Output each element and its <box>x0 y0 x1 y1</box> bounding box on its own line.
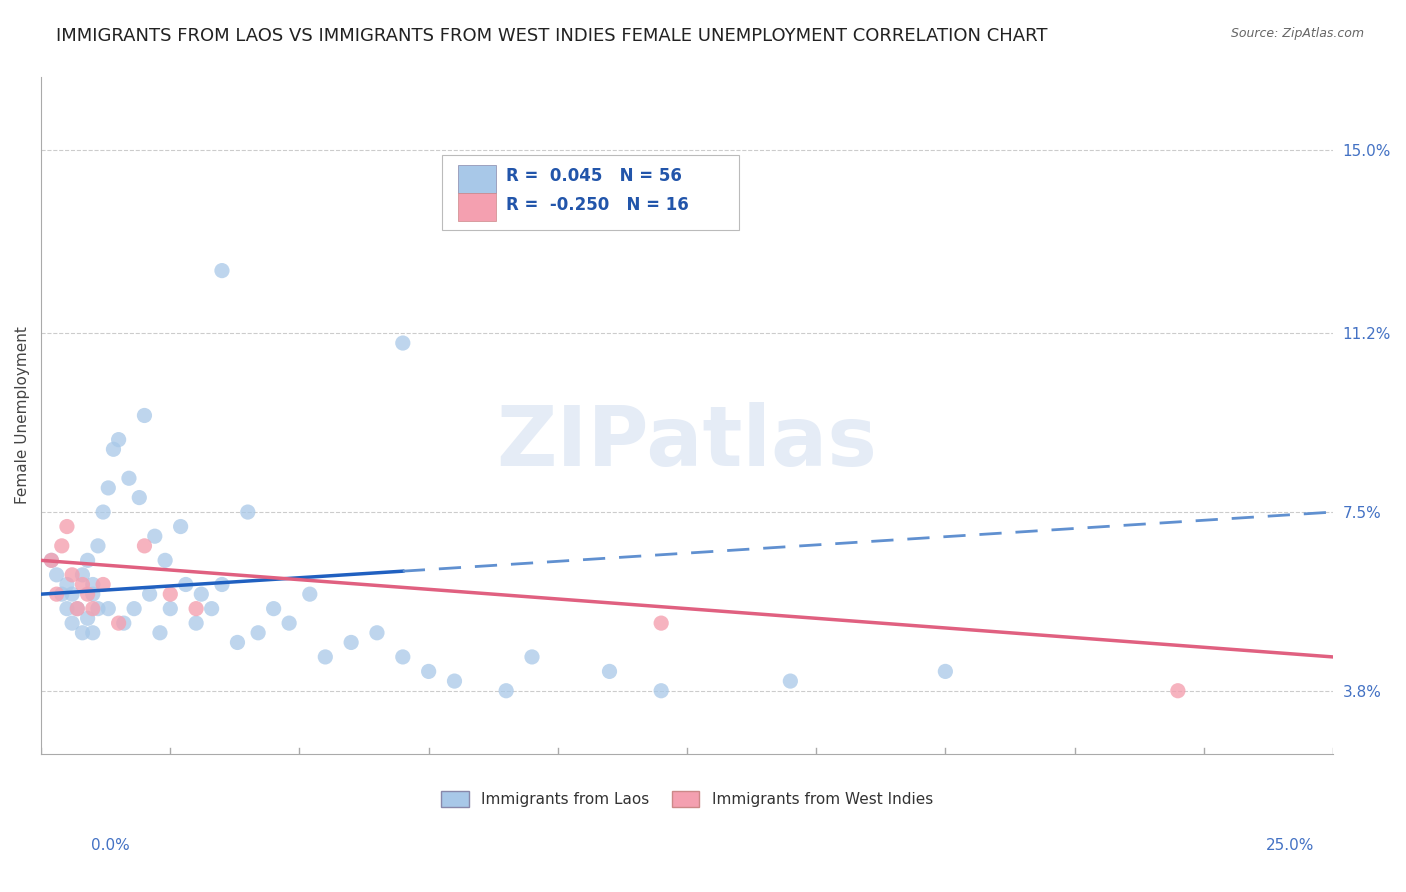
Text: IMMIGRANTS FROM LAOS VS IMMIGRANTS FROM WEST INDIES FEMALE UNEMPLOYMENT CORRELAT: IMMIGRANTS FROM LAOS VS IMMIGRANTS FROM … <box>56 27 1047 45</box>
FancyBboxPatch shape <box>441 155 738 229</box>
Point <box>418 665 440 679</box>
Point <box>184 616 207 631</box>
Point <box>184 601 207 615</box>
Point <box>314 649 336 664</box>
Point <box>82 587 104 601</box>
Point <box>211 263 233 277</box>
Text: R =  0.045   N = 56: R = 0.045 N = 56 <box>506 167 682 186</box>
Point <box>779 674 801 689</box>
Point <box>60 567 83 582</box>
Y-axis label: Female Unemployment: Female Unemployment <box>15 326 30 504</box>
Point <box>236 505 259 519</box>
Point <box>247 625 270 640</box>
Point <box>87 539 110 553</box>
Point <box>153 553 176 567</box>
Point <box>112 616 135 631</box>
Point <box>159 587 181 601</box>
Point <box>51 587 73 601</box>
Point <box>211 577 233 591</box>
Text: R =  -0.250   N = 16: R = -0.250 N = 16 <box>506 195 689 213</box>
Point <box>56 601 79 615</box>
Point <box>60 587 83 601</box>
Point <box>278 616 301 631</box>
Point <box>72 625 94 640</box>
Point <box>76 553 98 567</box>
Point <box>97 481 120 495</box>
Point <box>650 616 672 631</box>
Point <box>41 553 63 567</box>
Point <box>56 577 79 591</box>
Point <box>201 601 224 615</box>
Point <box>60 616 83 631</box>
Point <box>443 674 465 689</box>
Point <box>76 587 98 601</box>
Point <box>103 442 125 457</box>
Point <box>82 625 104 640</box>
Point <box>66 601 89 615</box>
Point <box>41 553 63 567</box>
Point <box>174 577 197 591</box>
Point <box>1167 683 1189 698</box>
Point <box>82 601 104 615</box>
Point <box>598 665 620 679</box>
Legend: Immigrants from Laos, Immigrants from West Indies: Immigrants from Laos, Immigrants from We… <box>434 785 939 814</box>
Point <box>149 625 172 640</box>
Point <box>263 601 285 615</box>
Point <box>650 683 672 698</box>
Point <box>340 635 363 649</box>
Point <box>87 601 110 615</box>
Point <box>56 519 79 533</box>
Point <box>391 336 413 351</box>
Point <box>51 539 73 553</box>
Point <box>134 409 156 423</box>
Point <box>934 665 956 679</box>
Point <box>159 601 181 615</box>
Point <box>190 587 212 601</box>
FancyBboxPatch shape <box>458 165 496 193</box>
Point <box>520 649 543 664</box>
Point <box>169 519 191 533</box>
Point <box>391 649 413 664</box>
Text: ZIPatlas: ZIPatlas <box>496 402 877 483</box>
Point <box>107 433 129 447</box>
Point <box>76 611 98 625</box>
Point <box>495 683 517 698</box>
Point <box>118 471 141 485</box>
Point <box>97 601 120 615</box>
Point <box>66 601 89 615</box>
Point <box>91 505 114 519</box>
Text: 25.0%: 25.0% <box>1267 838 1315 854</box>
Point <box>45 587 67 601</box>
Point <box>122 601 145 615</box>
Point <box>143 529 166 543</box>
Point <box>107 616 129 631</box>
Point <box>226 635 249 649</box>
Point <box>128 491 150 505</box>
Point <box>45 567 67 582</box>
FancyBboxPatch shape <box>458 193 496 221</box>
Text: Source: ZipAtlas.com: Source: ZipAtlas.com <box>1230 27 1364 40</box>
Point <box>72 577 94 591</box>
Point <box>91 577 114 591</box>
Point <box>366 625 388 640</box>
Point <box>134 539 156 553</box>
Point <box>298 587 321 601</box>
Point <box>72 567 94 582</box>
Point <box>82 577 104 591</box>
Point <box>138 587 160 601</box>
Text: 0.0%: 0.0% <box>91 838 131 854</box>
